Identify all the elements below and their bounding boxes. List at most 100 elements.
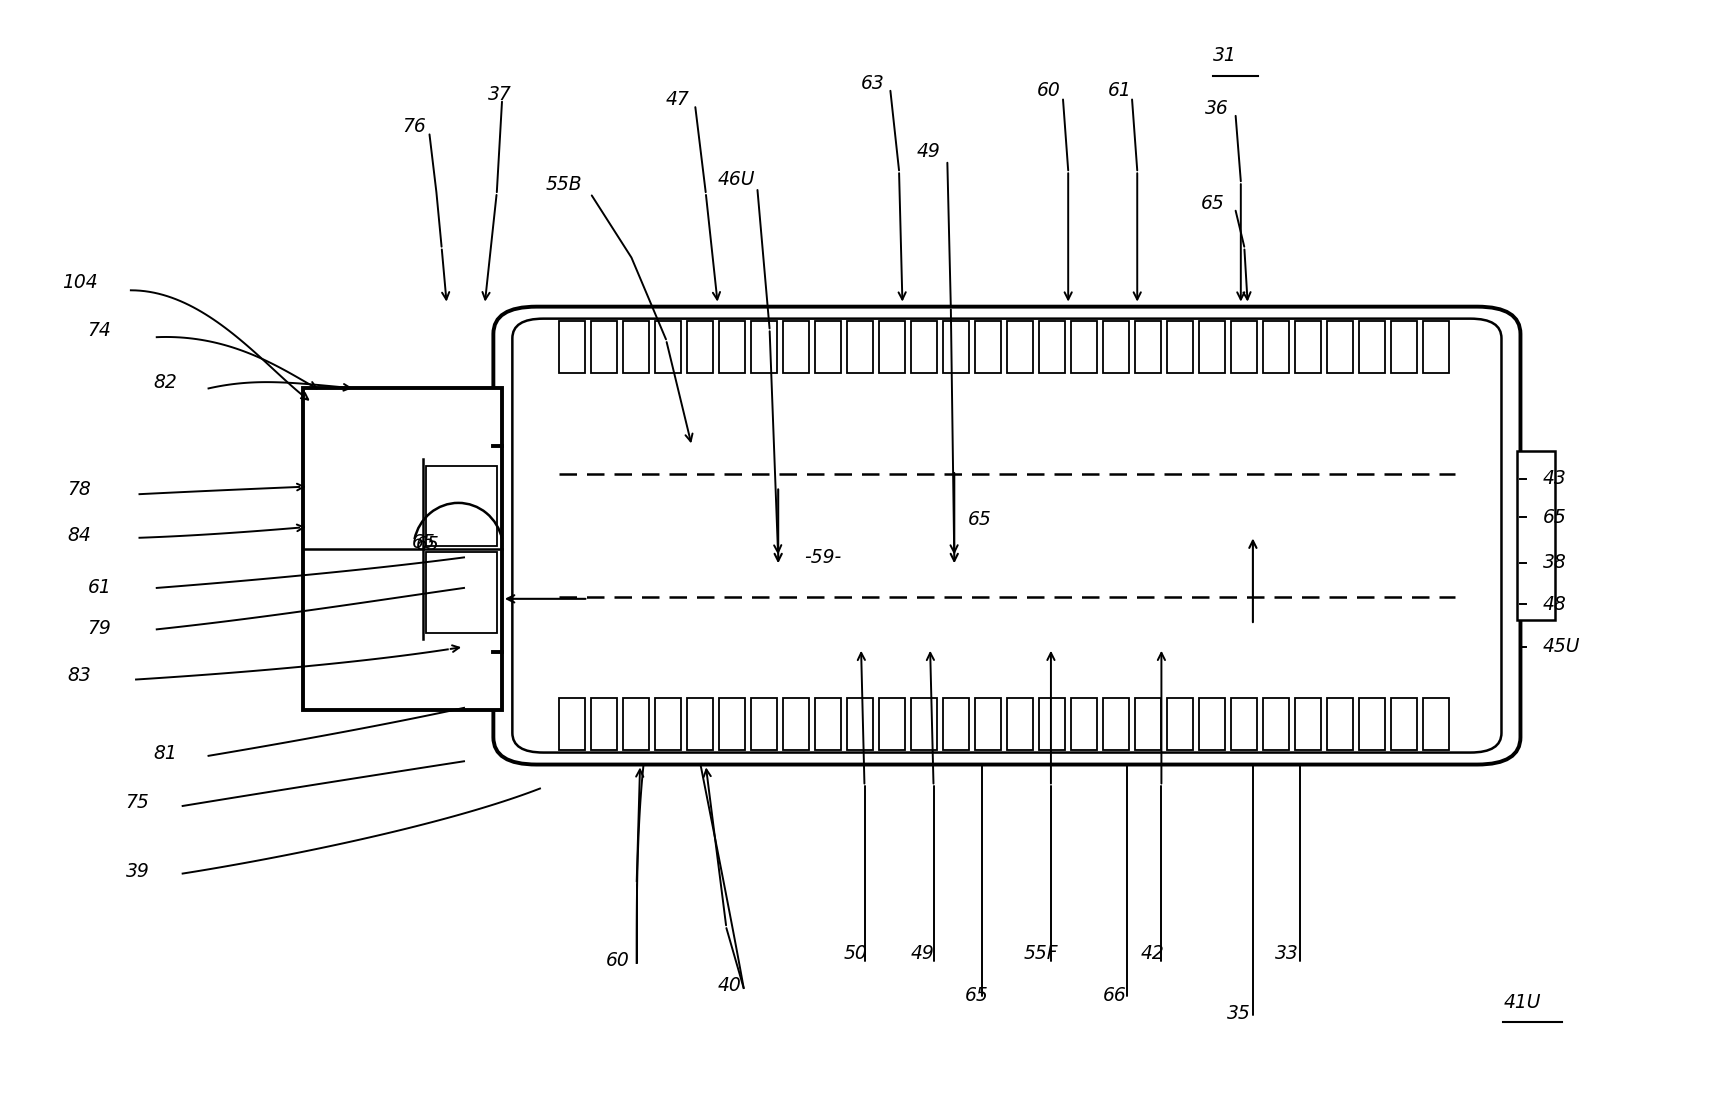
Bar xyxy=(1167,698,1193,751)
Bar xyxy=(911,321,937,373)
Bar xyxy=(1423,321,1449,373)
Text: 81: 81 xyxy=(154,744,176,763)
Text: 41U: 41U xyxy=(1503,992,1541,1012)
Bar xyxy=(719,321,745,373)
Bar xyxy=(1295,698,1321,751)
Text: 37: 37 xyxy=(488,84,512,104)
Text: 75: 75 xyxy=(126,794,149,812)
Bar xyxy=(719,698,745,751)
Text: 47: 47 xyxy=(666,90,690,109)
Bar xyxy=(1006,698,1034,751)
Text: 65: 65 xyxy=(1202,193,1224,212)
Bar xyxy=(750,698,776,751)
Text: 65: 65 xyxy=(415,534,439,554)
Text: -59-: -59- xyxy=(804,548,842,567)
Bar xyxy=(750,321,776,373)
Text: 63: 63 xyxy=(861,73,885,93)
Bar xyxy=(558,321,584,373)
Bar xyxy=(783,698,809,751)
Bar xyxy=(1231,698,1257,751)
Bar xyxy=(1198,321,1226,373)
Text: 43: 43 xyxy=(1542,469,1566,489)
Bar xyxy=(622,321,648,373)
Bar xyxy=(1423,698,1449,751)
Bar xyxy=(1231,321,1257,373)
Bar xyxy=(622,698,648,751)
Bar xyxy=(655,321,681,373)
Bar xyxy=(1295,321,1321,373)
Text: 78: 78 xyxy=(67,480,90,500)
Bar xyxy=(686,698,712,751)
Bar xyxy=(1039,321,1065,373)
Bar xyxy=(1359,698,1385,751)
Bar xyxy=(1070,321,1098,373)
Bar xyxy=(1326,698,1354,751)
Bar xyxy=(1070,698,1098,751)
Text: 61: 61 xyxy=(1108,81,1132,101)
Text: 42: 42 xyxy=(1141,943,1164,963)
Text: 66: 66 xyxy=(1103,986,1127,1006)
Text: 61: 61 xyxy=(88,578,111,598)
Bar xyxy=(1390,698,1418,751)
Bar xyxy=(1006,321,1034,373)
Text: 65: 65 xyxy=(412,532,436,552)
Bar xyxy=(847,698,873,751)
Text: 55F: 55F xyxy=(1024,943,1058,963)
Text: 31: 31 xyxy=(1214,46,1236,66)
Text: 49: 49 xyxy=(911,943,935,963)
Text: 74: 74 xyxy=(88,321,111,340)
Text: 39: 39 xyxy=(126,862,149,881)
Text: 79: 79 xyxy=(88,619,111,638)
Bar xyxy=(1326,321,1354,373)
Bar xyxy=(655,698,681,751)
Text: 76: 76 xyxy=(401,117,425,137)
Bar xyxy=(814,321,842,373)
Text: 50: 50 xyxy=(844,943,868,963)
Bar xyxy=(1103,321,1129,373)
Text: 60: 60 xyxy=(605,951,629,971)
Bar xyxy=(1134,698,1162,751)
Text: 65: 65 xyxy=(1542,507,1566,527)
Bar xyxy=(911,698,937,751)
Text: 65: 65 xyxy=(965,986,989,1006)
Bar xyxy=(975,698,1001,751)
Text: 65: 65 xyxy=(968,509,992,529)
Text: 55B: 55B xyxy=(545,175,581,195)
Text: 48: 48 xyxy=(1542,595,1566,614)
Bar xyxy=(1198,698,1226,751)
Bar xyxy=(783,321,809,373)
Bar xyxy=(686,321,712,373)
Bar xyxy=(425,466,496,546)
Bar xyxy=(878,321,906,373)
Bar xyxy=(1134,321,1162,373)
Bar xyxy=(942,698,970,751)
Bar xyxy=(1516,451,1554,621)
Text: 36: 36 xyxy=(1205,98,1228,118)
Bar xyxy=(1167,321,1193,373)
Text: 46U: 46U xyxy=(718,169,756,189)
Bar xyxy=(1262,321,1290,373)
Text: 35: 35 xyxy=(1228,1003,1250,1023)
Bar xyxy=(942,321,970,373)
Text: 84: 84 xyxy=(67,526,90,545)
Bar xyxy=(878,698,906,751)
Bar xyxy=(1039,698,1065,751)
Text: 60: 60 xyxy=(1037,81,1062,101)
Text: 40: 40 xyxy=(718,976,742,996)
Bar xyxy=(975,321,1001,373)
Bar xyxy=(1359,321,1385,373)
Bar xyxy=(847,321,873,373)
FancyBboxPatch shape xyxy=(493,307,1520,764)
Text: 49: 49 xyxy=(916,142,941,162)
Text: 82: 82 xyxy=(154,374,176,392)
Bar xyxy=(1103,698,1129,751)
Text: 33: 33 xyxy=(1276,943,1298,963)
Bar xyxy=(558,698,584,751)
Text: 38: 38 xyxy=(1542,553,1566,573)
Bar xyxy=(304,388,501,710)
Text: 104: 104 xyxy=(62,273,97,292)
Bar xyxy=(591,321,617,373)
Text: 45U: 45U xyxy=(1542,637,1580,656)
Bar xyxy=(1262,698,1290,751)
Bar xyxy=(1390,321,1418,373)
